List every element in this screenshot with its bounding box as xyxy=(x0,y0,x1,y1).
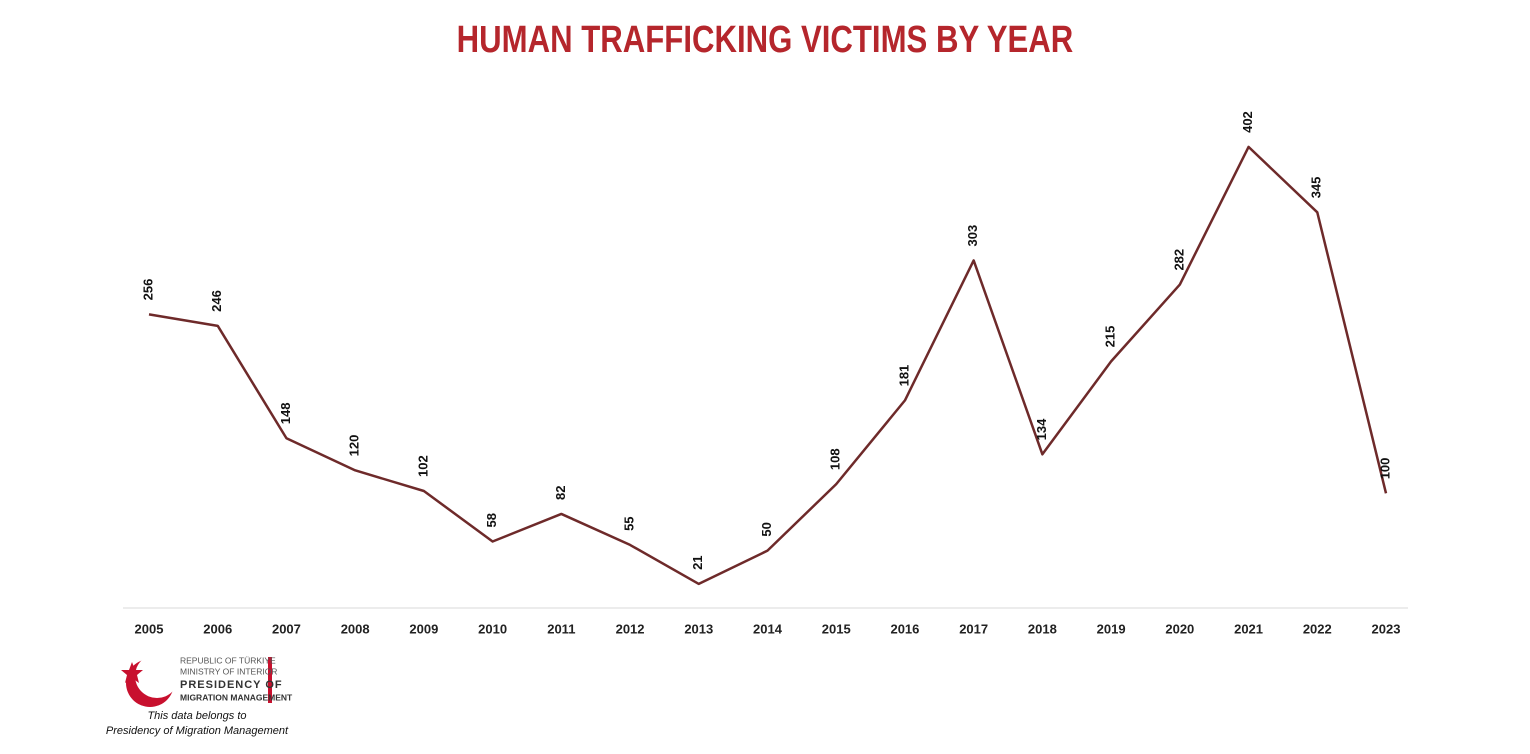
note: This data belongs to xyxy=(147,710,246,722)
x-tick-label: 2018 xyxy=(1028,621,1057,636)
x-tick-label: 2006 xyxy=(203,621,232,636)
x-tick-label: 2017 xyxy=(959,621,988,636)
x-tick-label: 2010 xyxy=(478,621,507,636)
note: Presidency of Migration Management xyxy=(106,725,289,737)
x-tick-label: 2013 xyxy=(684,621,713,636)
org-line: MINISTRY OF INTERIOR xyxy=(180,666,277,676)
data-label: 82 xyxy=(553,485,568,499)
data-label: 303 xyxy=(965,225,980,247)
data-label: 246 xyxy=(209,290,224,312)
data-label: 120 xyxy=(347,435,362,457)
data-label: 55 xyxy=(621,516,636,530)
x-tick-label: 2005 xyxy=(135,621,164,636)
org-line: MIGRATION MANAGEMENT xyxy=(180,692,293,702)
logo-bar xyxy=(268,657,272,703)
data-label: 108 xyxy=(828,448,843,470)
x-tick-label: 2008 xyxy=(341,621,370,636)
x-tick-label: 2009 xyxy=(409,621,438,636)
data-label: 256 xyxy=(140,279,155,301)
x-tick-label: 2023 xyxy=(1372,621,1401,636)
data-label: 215 xyxy=(1103,326,1118,348)
x-tick-label: 2019 xyxy=(1097,621,1126,636)
x-tick-label: 2011 xyxy=(547,621,575,636)
org-line: REPUBLIC OF TÜRKIYE xyxy=(180,655,276,665)
org-line: PRESIDENCY OF xyxy=(180,679,283,691)
data-label: 181 xyxy=(896,365,911,387)
data-label: 102 xyxy=(415,455,430,477)
x-tick-label: 2021 xyxy=(1234,621,1263,636)
logo-crescent-cut xyxy=(135,654,179,698)
x-tick-label: 2015 xyxy=(822,621,851,636)
data-label: 50 xyxy=(759,522,774,536)
x-tick-label: 2016 xyxy=(890,621,919,636)
data-label: 282 xyxy=(1171,249,1186,271)
logo-star xyxy=(121,662,143,683)
data-label: 345 xyxy=(1309,177,1324,199)
data-label: 402 xyxy=(1240,111,1255,133)
x-tick-label: 2012 xyxy=(616,621,645,636)
x-tick-label: 2020 xyxy=(1165,621,1194,636)
data-line xyxy=(148,145,1388,586)
data-label: 100 xyxy=(1377,458,1392,480)
data-label: 58 xyxy=(484,513,499,527)
data-label: 134 xyxy=(1034,418,1049,440)
chart-title: HUMAN TRAFFICKING VICTIMS BY YEAR xyxy=(457,19,1074,61)
data-label: 148 xyxy=(278,403,293,425)
x-tick-label: 2014 xyxy=(753,621,783,636)
x-tick-label: 2022 xyxy=(1303,621,1332,636)
x-tick-label: 2007 xyxy=(272,621,301,636)
logo xyxy=(121,654,272,707)
data-label: 21 xyxy=(690,555,705,569)
